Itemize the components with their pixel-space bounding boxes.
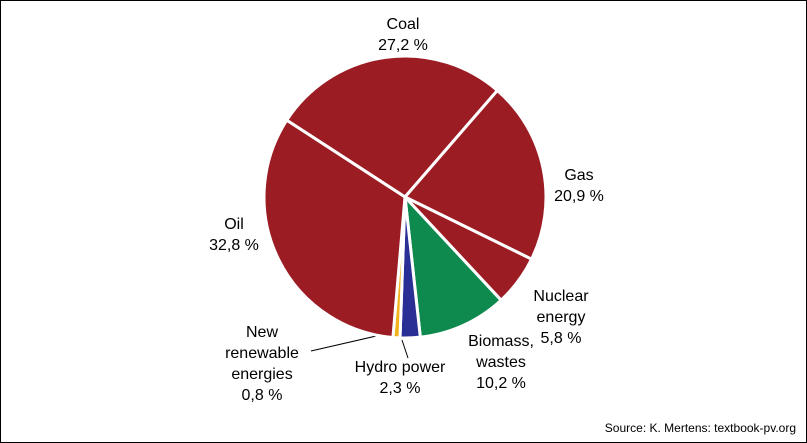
leader-line-new-renewable-energies	[310, 333, 386, 352]
slice-name: Gas	[564, 167, 594, 184]
slice-value: 0,8 %	[241, 387, 283, 404]
source-note: Source: K. Mertens: textbook-pv.org	[604, 421, 796, 435]
slice-value: 10,2 %	[476, 375, 526, 392]
slice-label-hydro-power: Hydro power 2,3 %	[337, 357, 463, 399]
slice-name: Coal	[386, 16, 420, 33]
leader-line-hydro-power	[401, 339, 409, 359]
slice-name: Nuclear energy	[533, 288, 589, 326]
slice-value: 5,8 %	[540, 330, 582, 347]
pie-slice-biomass-wastes	[403, 195, 503, 339]
slice-name: New renewable energies	[225, 324, 299, 383]
slice-value: 27,2 %	[378, 37, 428, 54]
slice-label-gas: Gas 20,9 %	[519, 165, 639, 207]
slice-label-biomass-wastes: Biomass, wastes 10,2 %	[441, 331, 561, 394]
slice-value: 32,8 %	[209, 237, 259, 254]
pie-slice-gas	[403, 88, 548, 261]
slice-name: Biomass, wastes	[468, 333, 534, 371]
slice-value: 20,9 %	[554, 188, 604, 205]
slice-label-coal: Coal 27,2 %	[341, 14, 465, 56]
pie-slice-oil	[262, 118, 407, 339]
slice-label-nuclear-energy: Nuclear energy 5,8 %	[506, 286, 616, 349]
slice-label-new-renewable-energies: New renewable energies 0,8 %	[199, 322, 325, 406]
slice-name: Hydro power	[354, 359, 446, 376]
slice-value: 2,3 %	[379, 380, 421, 397]
slice-name: Oil	[224, 216, 244, 233]
slice-label-oil: Oil 32,8 %	[184, 214, 284, 256]
pie-slice-coal	[285, 54, 499, 199]
